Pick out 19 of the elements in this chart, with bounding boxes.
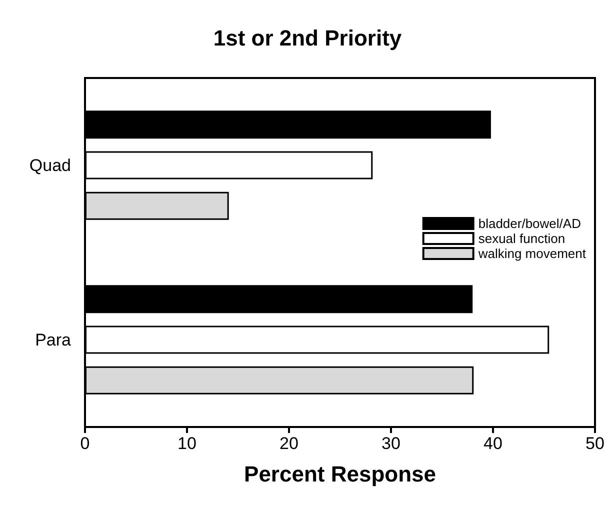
y-tick-label: Quad: [29, 156, 71, 175]
bar: [85, 366, 474, 394]
legend-label: sexual function: [478, 231, 566, 246]
chart-title: 1st or 2nd Priority: [213, 26, 402, 50]
bar: [85, 326, 550, 354]
bar: [85, 192, 229, 220]
x-tick-label: 30: [382, 434, 400, 453]
x-tick-label: 20: [280, 434, 298, 453]
bar: [85, 110, 491, 139]
x-tick-label: 10: [178, 434, 196, 453]
bar: [85, 285, 473, 314]
x-axis-title: Percent Response: [244, 462, 436, 486]
legend-label: bladder/bowel/AD: [478, 216, 581, 231]
legend-label: walking movement: [477, 246, 586, 261]
y-tick-label: Para: [35, 330, 72, 350]
bar: [85, 151, 373, 180]
x-tick-label: 50: [586, 434, 604, 453]
x-tick-label: 40: [484, 434, 502, 453]
x-tick-label: 0: [80, 434, 90, 453]
